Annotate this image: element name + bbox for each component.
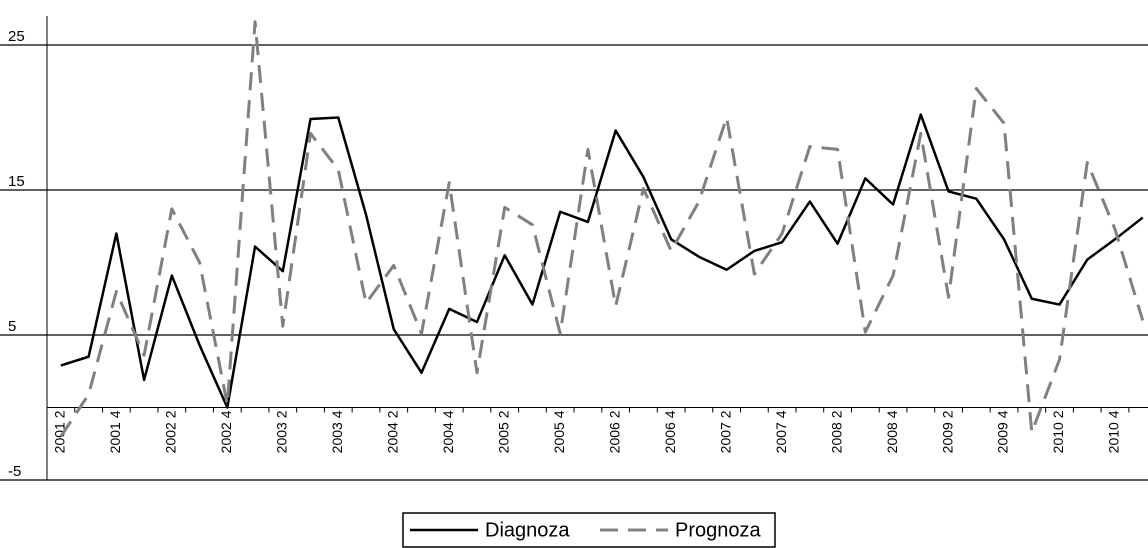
x-tick-label: 2007 2 (717, 410, 733, 453)
x-tick-label: 2007 4 (773, 410, 789, 453)
x-tick-label: 2008 2 (828, 410, 844, 453)
x-tick-label: 2009 4 (995, 410, 1011, 453)
x-tick-label: 2004 4 (440, 410, 456, 453)
series-line (59, 20, 1145, 438)
y-tick-label: 15 (8, 173, 25, 190)
x-tick-label: 2006 4 (662, 410, 678, 453)
x-tick-label: 2009 2 (939, 410, 955, 453)
y-tick-label: -5 (8, 463, 21, 480)
x-tick-label: 2002 4 (218, 410, 234, 453)
x-tick-label: 2008 4 (884, 410, 900, 453)
y-tick-label: 5 (8, 318, 16, 335)
x-tick-label: 2005 2 (495, 410, 511, 453)
x-tick-label: 2005 4 (551, 410, 567, 453)
x-tick-label: 2003 2 (273, 410, 289, 453)
y-tick-label: 25 (8, 28, 25, 45)
x-tick-label: 2003 4 (329, 410, 345, 453)
x-tick-label: 2004 2 (384, 410, 400, 453)
legend-label: Diagnoza (485, 519, 570, 541)
x-tick-label: 2010 2 (1050, 410, 1066, 453)
x-tick-label: 2001 4 (107, 410, 123, 453)
x-tick-label: 2001 2 (52, 410, 68, 453)
x-tick-label: 2006 2 (606, 410, 622, 453)
x-tick-label: 2010 4 (1106, 410, 1122, 453)
series-line (60, 113, 1144, 409)
legend-label: Prognoza (675, 519, 761, 541)
x-tick-label: 2002 2 (163, 410, 179, 453)
